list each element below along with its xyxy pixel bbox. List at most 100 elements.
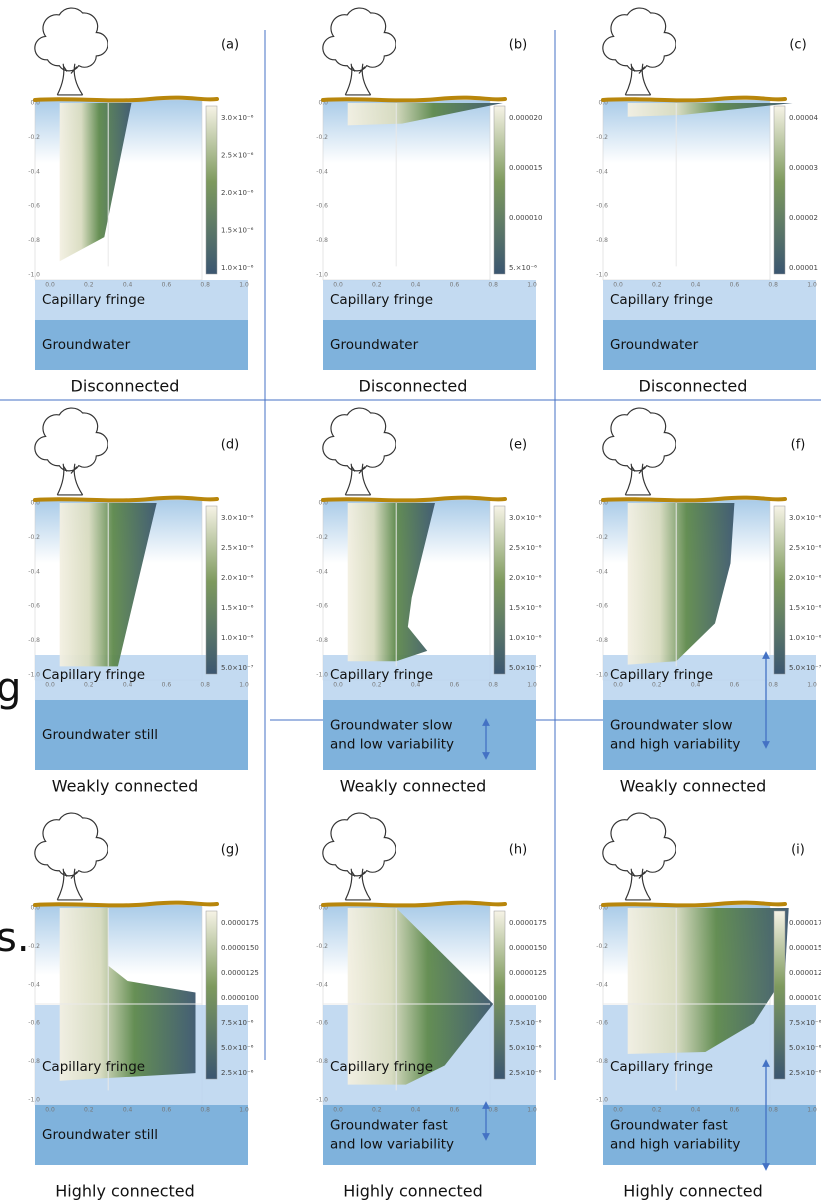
colorbar-label: 5.0×10⁻⁷ xyxy=(789,664,821,672)
colorbar-label: 2.5×10⁻⁶ xyxy=(509,544,542,552)
colorbar-label: 2.5×10⁻⁶ xyxy=(221,1069,254,1077)
x-tick-label: 1.0 xyxy=(527,682,537,689)
panel: 0.0 -0.2 -0.4 -0.6 -0.8 -1.0 0.0 0.2 0.4 0.6 0.8 1.… xyxy=(316,407,542,796)
x-tick-label: 0.8 xyxy=(488,282,498,289)
plot-background xyxy=(322,99,491,281)
y-tick-label: -0.2 xyxy=(28,134,40,141)
fringe-label: Capillary fringe xyxy=(330,1059,433,1075)
y-tick-label: 0.0 xyxy=(30,100,40,107)
groundwater xyxy=(35,700,248,770)
x-tick-label: 0.6 xyxy=(162,682,172,689)
y-tick-label: -0.8 xyxy=(316,637,328,644)
x-tick-label: 0.6 xyxy=(730,1107,740,1114)
x-tick-label: 0.8 xyxy=(200,282,210,289)
fringe-label: Capillary fringe xyxy=(330,292,433,308)
y-tick-label: -0.4 xyxy=(596,168,608,175)
groundwater-label: Groundwater fast xyxy=(610,1118,728,1134)
x-tick-label: 1.0 xyxy=(239,1107,249,1114)
colorbar-label: 0.00002 xyxy=(789,214,818,222)
x-tick-label: 0.6 xyxy=(730,682,740,689)
groundwater-label: Groundwater still xyxy=(42,1127,158,1143)
panel: 0.0 -0.2 -0.4 -0.6 -0.8 -1.0 0.0 0.2 0.4 0.6 0.8 1.… xyxy=(316,812,547,1201)
colorbar-label: 3.0×10⁻⁶ xyxy=(221,114,254,122)
x-tick-label: 0.2 xyxy=(84,1107,94,1114)
x-tick-label: 0.0 xyxy=(333,282,343,289)
tree xyxy=(322,7,396,96)
colorbar-label: 1.5×10⁻⁶ xyxy=(509,604,542,612)
plume xyxy=(59,103,132,262)
colorbar-label: 2.5×10⁻⁶ xyxy=(789,544,821,552)
plume xyxy=(59,908,196,1081)
panel: 0.0 -0.2 -0.4 -0.6 -0.8 -1.0 0.0 0.2 0.4 0.6 0.8 1.… xyxy=(28,7,254,396)
y-tick-label: 0.0 xyxy=(30,500,40,507)
x-tick-label: 0.6 xyxy=(162,282,172,289)
y-tick-label: -0.8 xyxy=(596,1058,608,1065)
fringe-label: Capillary fringe xyxy=(330,667,433,683)
groundwater-label: and low variability xyxy=(330,737,454,753)
colorbar-label: 5.0×10⁻⁶ xyxy=(221,1044,254,1052)
fringe-label: Capillary fringe xyxy=(610,1059,713,1075)
tree xyxy=(602,812,676,901)
colorbar-label: 0.0000125 xyxy=(509,969,547,977)
panel: 0.0 -0.2 -0.4 -0.6 -0.8 -1.0 0.0 0.2 0.4 0.6 0.8 1.… xyxy=(28,407,254,796)
tree xyxy=(602,7,676,96)
colorbar-label: 2.0×10⁻⁶ xyxy=(509,574,542,582)
y-tick-label: 0.0 xyxy=(598,100,608,107)
y-tick-label: 0.0 xyxy=(30,905,40,912)
y-tick-label: -0.4 xyxy=(28,981,40,988)
x-tick-label: 0.2 xyxy=(372,282,382,289)
fringe-label: Capillary fringe xyxy=(610,292,713,308)
colorbar-label: 0.0000150 xyxy=(221,944,259,952)
cropped-text: g xyxy=(0,665,21,711)
colorbar xyxy=(773,105,786,275)
y-tick-label: -0.4 xyxy=(28,168,40,175)
x-tick-label: 1.0 xyxy=(807,682,817,689)
colorbar-label: 5.0×10⁻⁶ xyxy=(789,1044,821,1052)
y-tick-label: -0.4 xyxy=(596,568,608,575)
colorbar-label: 7.5×10⁻⁶ xyxy=(509,1019,542,1027)
y-tick-label: 0.0 xyxy=(318,500,328,507)
colorbar-label: 0.00001 xyxy=(789,264,818,272)
groundwater-label: and high variability xyxy=(610,737,740,753)
y-tick-label: -0.4 xyxy=(316,168,328,175)
colorbar-label: 5.0×10⁻⁷ xyxy=(509,664,542,672)
cropped-text: s. xyxy=(0,915,30,961)
panel-label: (h) xyxy=(509,843,527,858)
groundwater-label: and low variability xyxy=(330,1137,454,1153)
groundwater xyxy=(323,320,536,370)
colorbar-label: 0.000010 xyxy=(789,994,821,1002)
panel-label: (b) xyxy=(509,38,527,53)
x-tick-label: 0.8 xyxy=(488,682,498,689)
y-tick-label: -0.2 xyxy=(316,534,328,541)
panel: 0.0 -0.2 -0.4 -0.6 -0.8 -1.0 0.0 0.2 0.4 0.6 0.8 1.… xyxy=(28,812,259,1201)
y-tick-label: 0.0 xyxy=(598,905,608,912)
x-tick-label: 0.2 xyxy=(652,1107,662,1114)
x-tick-label: 0.6 xyxy=(730,282,740,289)
caption: Weakly connected xyxy=(340,777,487,796)
y-tick-label: -0.8 xyxy=(28,237,40,244)
groundwater xyxy=(35,1105,248,1165)
y-tick-label: -0.2 xyxy=(596,943,608,950)
y-tick-label: -0.8 xyxy=(28,637,40,644)
colorbar-label: 0.000015 xyxy=(509,164,542,172)
x-tick-label: 0.8 xyxy=(488,1107,498,1114)
colorbar-label: 0.0000175 xyxy=(221,919,259,927)
tree xyxy=(322,407,396,496)
plume xyxy=(627,908,789,1054)
colorbar-label: 2.0×10⁻⁶ xyxy=(789,574,821,582)
y-tick-label: 0.0 xyxy=(598,500,608,507)
x-tick-label: 0.0 xyxy=(45,682,55,689)
plot-background xyxy=(602,99,771,281)
y-tick-label: -0.2 xyxy=(28,534,40,541)
ground-line xyxy=(321,95,507,103)
colorbar-label: 0.000010 xyxy=(509,214,542,222)
colorbar-label: 3.0×10⁻⁶ xyxy=(509,514,542,522)
x-tick-label: 0.6 xyxy=(450,682,460,689)
colorbar-label: 7.5×10⁻⁶ xyxy=(789,1019,821,1027)
x-tick-label: 1.0 xyxy=(527,1107,537,1114)
y-tick-label: -0.6 xyxy=(596,603,608,610)
colorbar-label: 1.0×10⁻⁶ xyxy=(509,634,542,642)
tree xyxy=(34,407,108,496)
capillary-fringe xyxy=(35,280,248,320)
